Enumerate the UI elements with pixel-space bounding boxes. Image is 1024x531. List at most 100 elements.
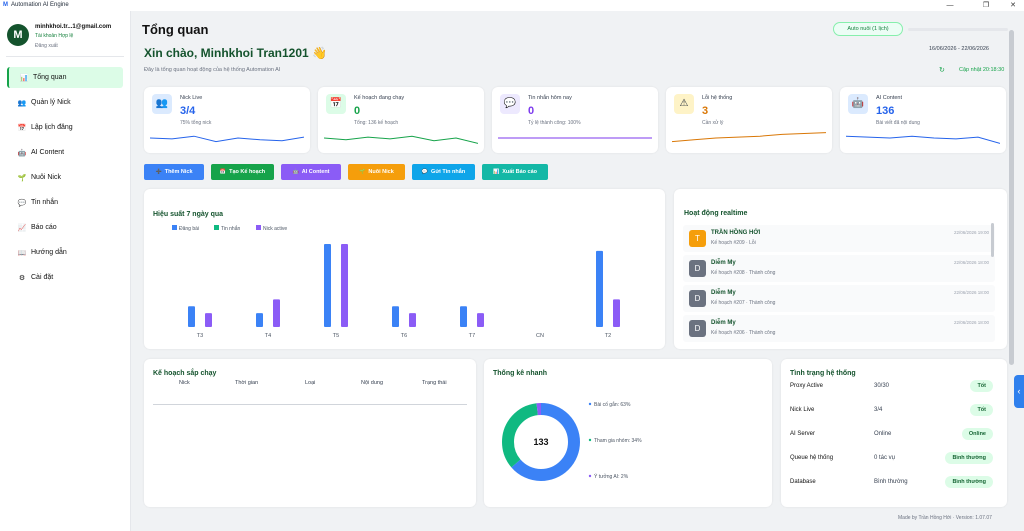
system-value: 0 tác vụ xyxy=(874,455,896,461)
minimize-button[interactable]: — xyxy=(946,2,954,9)
bar-T3-nick-active xyxy=(205,313,212,327)
stat-card-system-errors[interactable]: ⚠ Lỗi hệ thống 3 Cần xử lý xyxy=(666,87,832,153)
page-title: Tổng quan xyxy=(142,22,209,37)
donut-total: 133 xyxy=(533,437,548,447)
send-message-button[interactable]: 💬 Gửi Tin nhắn xyxy=(412,164,475,180)
user-avatar[interactable]: M xyxy=(7,24,29,46)
activity-time: 22/06/2026 19:00 xyxy=(953,230,989,235)
stat-value: 136 xyxy=(876,105,895,117)
nurture-nick-button[interactable]: 🌱 Nuôi Nick xyxy=(348,164,405,180)
stat-card-plans-running[interactable]: 📅 Kế hoạch đang chạy 0 Tổng: 136 kế hoạch xyxy=(318,87,484,153)
column-header-time[interactable]: Thời gian xyxy=(235,380,259,386)
column-header-content[interactable]: Nội dung xyxy=(361,380,384,386)
logout-link[interactable]: Đăng xuất xyxy=(35,43,58,49)
add-nick-icon: ➕ xyxy=(155,169,162,175)
activity-item[interactable]: T TRẦN HỒNG HỚI Kế hoạch #209 · Lỗi 22/06/2… xyxy=(683,225,995,252)
activity-time: 22/06/2026 18:00 xyxy=(953,320,989,325)
ai-content-button[interactable]: 🤖 AI Content xyxy=(281,164,341,180)
stat-label: Lỗi hệ thống xyxy=(702,95,733,101)
stat-value: 3/4 xyxy=(180,105,196,117)
auto-nurture-button[interactable]: Auto nuôi (1 lịch) xyxy=(833,22,903,36)
activity-item[interactable]: D Diễm My Kế hoạch #208 · Thành công 22/06/… xyxy=(683,255,995,282)
sidebar-item-settings[interactable]: ⚙ Cài đặt xyxy=(7,267,123,288)
nurture-nick-icon: 🌱 xyxy=(359,169,366,175)
ai-content-icon: 🤖 xyxy=(848,94,868,114)
system-name: Database xyxy=(790,479,816,485)
status-badge: Bình thường xyxy=(945,452,993,464)
quick-action-label: Thêm Nick xyxy=(164,169,193,175)
donut-legend-label: Bài cố gắn: 63% xyxy=(594,401,631,408)
quick-action-label: AI Content xyxy=(301,169,330,175)
system-value: 30/30 xyxy=(874,383,890,389)
column-header-status[interactable]: Trạng thái xyxy=(422,380,447,386)
system-value: Online xyxy=(874,431,892,437)
system-row-database: Database Bình thường Bình thường xyxy=(790,473,998,493)
bar-T6-nick-active xyxy=(409,313,416,327)
sidebar-item-ai-content[interactable]: 🤖 AI Content xyxy=(7,142,123,163)
system-name: Proxy Active xyxy=(790,383,824,389)
sidebar-item-label: Lập lịch đăng xyxy=(31,124,73,131)
add-nick-button[interactable]: ➕ Thêm Nick xyxy=(144,164,204,180)
donut-slice-1 xyxy=(502,403,580,481)
activity-item[interactable]: D Diễm My Kế hoạch #207 · Thành công 22/06/… xyxy=(683,285,995,312)
overview-icon: 📊 xyxy=(19,74,29,82)
x-tick-label: T5 xyxy=(333,333,339,339)
sidebar-item-reports[interactable]: 📈 Báo cáo xyxy=(7,217,123,238)
close-button[interactable]: ✕ xyxy=(1010,2,1016,9)
plans-running-icon: 📅 xyxy=(326,94,346,114)
activity-desc: Kế hoạch #209 · Lỗi xyxy=(711,240,756,246)
x-tick-label: CN xyxy=(536,333,544,339)
quick-stats-card: Thống kê nhanh Bài cố gắn: 63% Tham gia n… xyxy=(484,359,772,507)
stat-label: Kế hoạch đang chạy xyxy=(354,95,405,101)
table-header-divider xyxy=(153,404,467,405)
create-plan-icon: 📅 xyxy=(219,169,227,175)
activity-desc: Kế hoạch #206 · Thành công xyxy=(711,330,776,336)
stat-card-nick-live[interactable]: 👥 Nick Live 3/4 75% tổng nick xyxy=(144,87,310,153)
column-header-type[interactable]: Loại xyxy=(305,380,316,386)
stat-sparkline xyxy=(324,135,478,144)
activity-scrollbar[interactable] xyxy=(991,223,994,257)
system-row-ai-server: AI Server Online Online xyxy=(790,425,998,445)
bar-T4-dang-bai xyxy=(256,313,263,327)
activity-title: Hoạt động realtime xyxy=(684,210,748,217)
stat-label: Nick Live xyxy=(180,95,203,101)
sidebar-item-schedule[interactable]: 📅 Lập lịch đăng xyxy=(7,117,123,138)
system-status-title: Tình trạng hệ thống xyxy=(790,370,856,377)
date-range-picker[interactable]: 16/06/2026 - 22/06/2026 xyxy=(929,46,989,52)
activity-name: TRẦN HỒNG HỚI xyxy=(711,230,761,236)
sidebar-item-nick-management[interactable]: 👥 Quản lý Nick xyxy=(7,92,123,113)
column-header-nick[interactable]: Nick xyxy=(179,380,190,386)
side-panel-toggle[interactable]: ‹ xyxy=(1014,375,1024,408)
bar-T2-nick-active xyxy=(613,299,620,327)
sidebar-item-nurture[interactable]: 🌱 Nuôi Nick xyxy=(7,167,123,188)
schedule-icon: 📅 xyxy=(17,124,27,132)
sidebar-item-label: AI Content xyxy=(31,149,65,156)
stat-card-ai-content[interactable]: 🤖 AI Content 136 Bài viết đã nội dung xyxy=(840,87,1006,153)
sidebar-item-overview[interactable]: 📊 Tổng quan xyxy=(7,67,123,88)
maximize-button[interactable]: ❐ xyxy=(982,2,990,9)
activity-item[interactable]: D Diễm My Kế hoạch #206 · Thành công 22/06/… xyxy=(683,315,995,342)
sparkline-path xyxy=(846,135,1000,144)
create-plan-button[interactable]: 📅 Tạo Kế hoạch xyxy=(211,164,274,180)
bar-T4-nick-active xyxy=(273,299,280,327)
quick-action-label: Xuất Báo cáo xyxy=(502,169,538,175)
legend-dot xyxy=(588,474,592,478)
guide-icon: 📖 xyxy=(17,249,27,257)
stat-subtext: Bài viết đã nội dung xyxy=(876,120,920,126)
status-badge: Tốt xyxy=(970,380,993,392)
x-tick-label: T6 xyxy=(401,333,407,339)
quick-stats-title: Thống kê nhanh xyxy=(493,370,548,377)
main-scrollbar[interactable] xyxy=(1009,30,1014,365)
refresh-icon[interactable]: ↻ xyxy=(939,67,945,74)
footer-credit: Made by Trần Hồng Hới · Version: 1.07.07 xyxy=(898,515,992,521)
stat-subtext: 75% tổng nick xyxy=(180,120,212,126)
last-updated: Cập nhật 20:18:30 xyxy=(959,67,1005,73)
sidebar-item-guide[interactable]: 📖 Hướng dẫn xyxy=(7,242,123,263)
title-bar: M Automation AI Engine — ❐ ✕ xyxy=(0,0,1024,11)
stat-card-messages-today[interactable]: 💬 Tin nhắn hôm nay 0 Tỷ lệ thành công: 100% xyxy=(492,87,658,153)
sidebar-item-messages[interactable]: 💬 Tin nhắn xyxy=(7,192,123,213)
activity-desc: Kế hoạch #208 · Thành công xyxy=(711,270,776,276)
export-report-button[interactable]: 📊 Xuất Báo cáo xyxy=(482,164,548,180)
system-name: Queue hệ thống xyxy=(790,455,834,461)
bar-T3-dang-bai xyxy=(188,306,195,327)
